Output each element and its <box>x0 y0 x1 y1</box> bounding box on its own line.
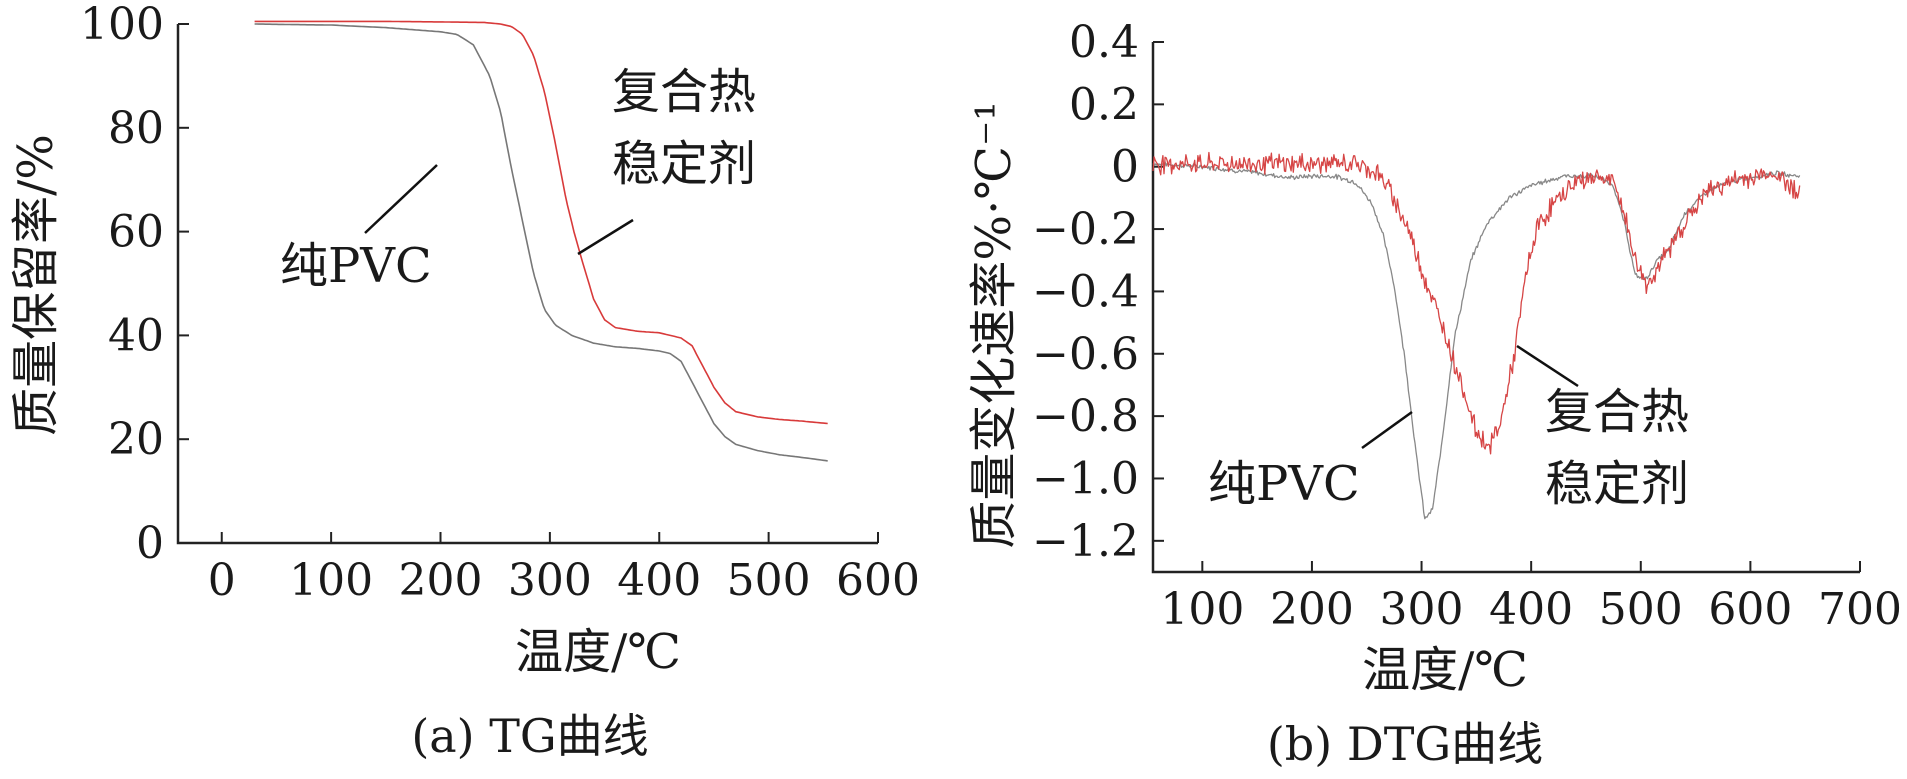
dtg-y-tick-label: −0.8 <box>1032 391 1139 442</box>
dtg-x-tick-label: 300 <box>1380 584 1464 635</box>
dtg-x-tick-label: 600 <box>1708 584 1792 635</box>
tg-y-tick-label: 80 <box>108 103 164 154</box>
dtg-x-tick-label: 200 <box>1270 584 1354 635</box>
dtg-x-tick-label: 700 <box>1818 584 1902 635</box>
dtg-annotation-pure-pvc: 纯PVC <box>1208 456 1360 512</box>
tg-series-pure-pvc <box>254 23 828 462</box>
tg-y-tick-label: 0 <box>136 518 164 569</box>
dtg-y-tick-label: −0.6 <box>1032 329 1139 380</box>
tg-annotation-leader <box>577 218 634 256</box>
tg-plot-area: 0 100 200 300 400 500 600 0 20 40 60 80 100 纯PVC 复合热稳定… <box>80 0 920 606</box>
dtg-x-tick-label: 100 <box>1160 584 1244 635</box>
dtg-series-pure-pvc <box>1152 161 1801 520</box>
dtg-x-axis-title: 温度/℃ <box>1362 642 1528 698</box>
dtg-y-tick-label: 0.4 <box>1069 17 1139 68</box>
dtg-annotation-leader <box>1361 410 1413 450</box>
tg-x-tick-label: 0 <box>208 555 236 606</box>
dtg-plot-area: 100 200 300 400 500 600 700 0.4 0.2 0 −0.2 −0.4 −0.6… <box>1032 17 1902 635</box>
tg-series-composite <box>254 20 828 425</box>
dtg-y-tick-label: −0.4 <box>1032 266 1139 317</box>
dtg-x-tick-label: 500 <box>1599 584 1683 635</box>
dtg-y-tick-label: −0.2 <box>1032 204 1139 255</box>
tg-x-tick-label: 600 <box>836 555 920 606</box>
tg-y-tick-label: 20 <box>108 414 164 465</box>
dtg-chart: 100 200 300 400 500 600 700 0.4 0.2 0 −0.2 −0.4 −0.6… <box>966 17 1902 771</box>
dtg-annotation-composite: 稳定剂 <box>1545 456 1689 512</box>
dtg-y-tick-label: 0 <box>1111 142 1139 193</box>
tg-annotation-pure-pvc: 纯PVC <box>280 238 432 294</box>
dtg-y-tick-label: −1.0 <box>1032 453 1139 504</box>
tg-x-tick-label: 400 <box>617 555 701 606</box>
tg-caption: (a) TG曲线 <box>411 709 648 763</box>
tg-y-tick-label: 60 <box>108 207 164 258</box>
dtg-caption: (b) DTG曲线 <box>1267 717 1543 771</box>
tg-y-tick-label: 100 <box>80 0 164 50</box>
tg-x-tick-label: 200 <box>399 555 483 606</box>
dtg-annotation-leader <box>1516 344 1579 388</box>
dtg-annotation-composite: 复合热 <box>1545 384 1689 440</box>
tg-y-axis-title: 质量保留率/% <box>8 134 64 436</box>
dtg-y-tick-label: 0.2 <box>1069 79 1139 130</box>
dtg-axes <box>1151 42 1860 574</box>
tg-y-tick-label: 40 <box>108 310 164 361</box>
tg-x-tick-label: 300 <box>508 555 592 606</box>
dtg-y-axis-title: 质量变化速率%·℃⁻¹ <box>966 101 1022 548</box>
dtg-y-tick-label: −1.2 <box>1032 516 1139 567</box>
tg-x-tick-label: 100 <box>289 555 373 606</box>
dtg-x-tick-label: 400 <box>1489 584 1573 635</box>
tg-annotation-composite: 复合热 <box>612 64 756 120</box>
dtg-series-composite <box>1152 151 1801 455</box>
tg-x-axis-title: 温度/℃ <box>515 624 681 680</box>
tg-annotation-leader <box>364 164 438 234</box>
tg-chart: 0 100 200 300 400 500 600 0 20 40 60 80 100 纯PVC 复合热稳定… <box>8 0 920 763</box>
tg-annotation-composite: 稳定剂 <box>612 136 756 192</box>
tg-x-tick-label: 500 <box>727 555 811 606</box>
